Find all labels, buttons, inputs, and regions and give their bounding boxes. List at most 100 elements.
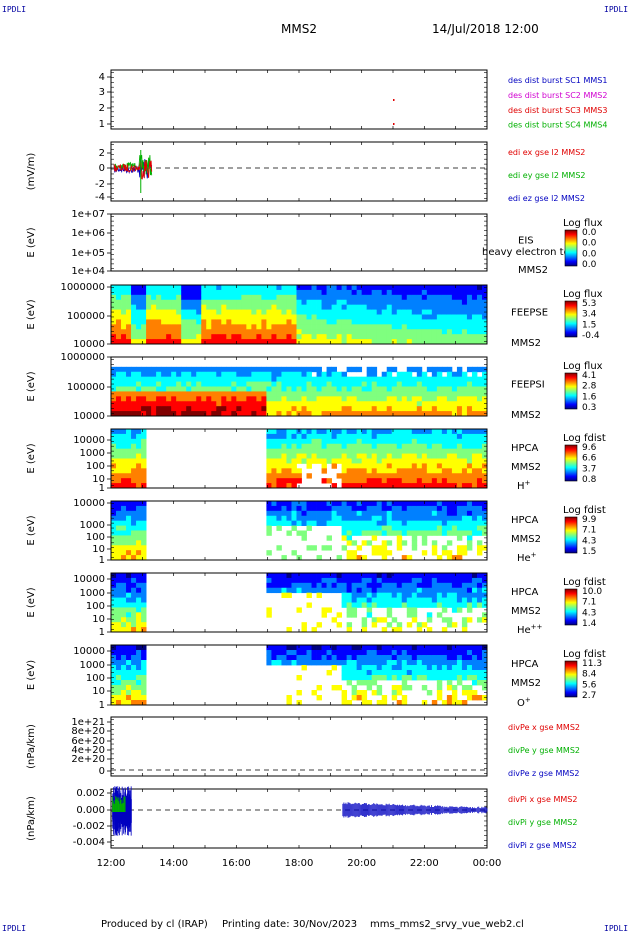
heatmap-cell bbox=[361, 468, 368, 474]
heatmap-cell bbox=[411, 515, 418, 522]
heatmap-cell bbox=[266, 304, 272, 310]
heatmap-cell bbox=[476, 438, 483, 445]
heatmap-cell bbox=[356, 468, 363, 474]
heatmap-cell bbox=[446, 510, 453, 517]
heatmap-cell bbox=[411, 540, 418, 546]
heatmap-cell bbox=[451, 622, 458, 628]
heatmap-cell bbox=[231, 334, 237, 340]
heatmap-cell bbox=[236, 314, 242, 320]
heatmap-cell bbox=[331, 582, 337, 589]
heatmap-cell bbox=[116, 334, 122, 340]
heatmap-cell bbox=[426, 443, 433, 450]
heatmap-cell bbox=[116, 463, 122, 469]
heatmap-cell bbox=[376, 339, 383, 345]
heatmap-cell bbox=[291, 406, 297, 412]
heatmap-cell bbox=[131, 680, 137, 686]
heatmap-cell bbox=[391, 289, 398, 296]
heatmap-cell bbox=[371, 289, 378, 296]
heatmap-cell bbox=[406, 510, 413, 517]
heatmap-cell bbox=[321, 660, 327, 666]
heatmap-cell bbox=[441, 468, 448, 474]
heatmap-cell bbox=[296, 438, 302, 445]
heatmap-cell bbox=[386, 607, 393, 613]
heatmap-cell bbox=[451, 525, 458, 531]
heatmap-cell bbox=[321, 510, 327, 517]
heatmap-cell bbox=[441, 299, 448, 306]
heatmap-cell bbox=[476, 473, 483, 479]
heatmap-cell bbox=[251, 285, 257, 291]
heatmap-cell bbox=[436, 650, 443, 656]
heatmap-cell bbox=[436, 319, 443, 325]
heatmap-cell bbox=[396, 468, 403, 474]
heatmap-cell bbox=[416, 314, 423, 320]
heatmap-cell bbox=[416, 339, 423, 345]
heatmap-cell bbox=[401, 695, 408, 701]
heatmap-cell bbox=[321, 443, 327, 450]
heatmap-cell bbox=[456, 645, 463, 651]
heatmap-cell bbox=[126, 685, 132, 691]
heatmap-cell bbox=[441, 607, 448, 613]
heatmap-cell bbox=[416, 294, 423, 301]
heatmap-cell bbox=[401, 675, 408, 681]
heatmap-cell bbox=[281, 334, 287, 340]
heatmap-cell bbox=[436, 386, 443, 392]
heatmap-cell bbox=[336, 587, 343, 594]
heatmap-cell bbox=[231, 324, 237, 330]
heatmap-cell bbox=[251, 381, 257, 387]
heatmap-cell bbox=[316, 289, 322, 296]
heatmap-cell bbox=[286, 501, 292, 507]
heatmap-cell bbox=[336, 371, 343, 378]
heatmap-cell bbox=[141, 700, 147, 706]
heatmap-cell bbox=[166, 329, 172, 335]
heatmap-cell bbox=[451, 304, 458, 310]
heatmap-cell bbox=[356, 650, 363, 656]
heatmap-cell bbox=[411, 433, 418, 440]
heatmap-cell bbox=[241, 406, 247, 412]
heatmap-cell bbox=[361, 285, 368, 291]
heatmap-cell bbox=[361, 401, 368, 407]
heatmap-cell bbox=[346, 309, 353, 315]
heatmap-cell bbox=[116, 650, 122, 656]
heatmap-cell bbox=[291, 655, 297, 661]
heatmap-cell bbox=[136, 602, 142, 608]
heatmap-cell bbox=[446, 453, 453, 459]
heatmap-cell bbox=[396, 463, 403, 469]
heatmap-cell bbox=[226, 396, 232, 402]
heatmap-cell bbox=[236, 371, 242, 378]
heatmap-cell bbox=[116, 438, 122, 445]
heatmap-cell bbox=[346, 386, 353, 392]
heatmap-cell bbox=[196, 401, 202, 407]
heatmap-cell bbox=[431, 366, 438, 373]
heatmap-cell bbox=[431, 458, 438, 464]
heatmap-cell bbox=[281, 429, 287, 435]
heatmap-cell bbox=[176, 381, 182, 387]
heatmap-cell bbox=[136, 660, 142, 666]
heatmap-cell bbox=[436, 443, 443, 450]
heatmap-cell bbox=[446, 294, 453, 301]
heatmap-cell bbox=[201, 401, 207, 407]
heatmap-cell bbox=[166, 285, 172, 291]
heatmap-cell bbox=[376, 685, 383, 691]
heatmap-cell bbox=[346, 443, 353, 450]
heatmap-cell bbox=[461, 483, 468, 489]
heatmap-cell bbox=[411, 675, 418, 681]
heatmap-cell bbox=[451, 314, 458, 320]
heatmap-cell bbox=[181, 314, 187, 320]
heatmap-cell bbox=[281, 309, 287, 315]
heatmap-cell bbox=[371, 660, 378, 666]
heatmap-cell bbox=[121, 540, 127, 546]
heatmap-cell bbox=[286, 396, 292, 402]
heatmap-cell bbox=[306, 304, 312, 310]
heatmap-cell bbox=[276, 660, 282, 666]
heatmap-cell bbox=[451, 501, 458, 507]
heatmap-cell bbox=[261, 411, 267, 417]
heatmap-cell bbox=[326, 304, 332, 310]
heatmap-cell bbox=[456, 463, 463, 469]
heatmap-cell bbox=[301, 334, 307, 340]
heatmap-cell bbox=[251, 401, 257, 407]
heatmap-cell bbox=[306, 294, 312, 301]
heatmap-cell bbox=[256, 391, 262, 397]
heatmap-cell bbox=[356, 602, 363, 608]
heatmap-cell bbox=[356, 294, 363, 301]
heatmap-cell bbox=[266, 371, 272, 378]
